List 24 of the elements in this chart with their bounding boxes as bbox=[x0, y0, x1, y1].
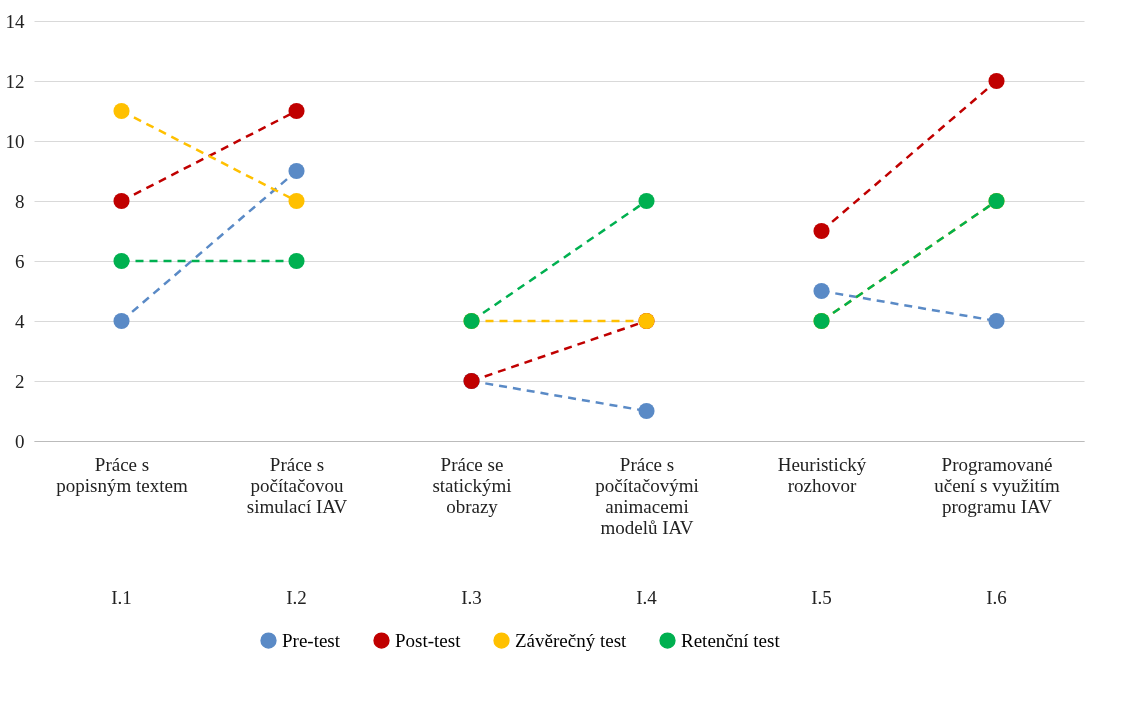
y-tick-label: 4 bbox=[15, 310, 25, 332]
x-tick-label: Práce s počítačovou simulací IAV bbox=[246, 453, 348, 517]
legend-label: Pre-test bbox=[282, 629, 341, 651]
x-tick-label: Programované učení s využitím programu IAV bbox=[934, 453, 1061, 517]
legend-label: Závěrečný test bbox=[515, 629, 628, 651]
text: I.1 bbox=[111, 587, 132, 608]
x-tick-label: Práce s popisným textem bbox=[56, 453, 188, 496]
y-tick-label: 8 bbox=[15, 190, 25, 212]
y-tick-label: 10 bbox=[5, 130, 25, 152]
x-tick-label: Práce s počítačovými animacemi modelů IAV bbox=[595, 453, 699, 538]
x-tick-label: Práce se statickými obrazy bbox=[432, 453, 512, 517]
legend-label: Post-test bbox=[395, 629, 462, 651]
y-tick-label: 14 bbox=[5, 10, 25, 32]
text: I.3 bbox=[461, 587, 482, 608]
legend-label: Retenční test bbox=[681, 629, 781, 651]
text: I.5 bbox=[811, 587, 832, 608]
x-tick-label: Heuristický rozhovor bbox=[777, 453, 867, 496]
y-tick-label: 2 bbox=[15, 370, 25, 392]
text: I.4 bbox=[636, 587, 658, 608]
text: I.6 bbox=[986, 587, 1007, 608]
text: I.2 bbox=[286, 587, 307, 608]
y-tick-label: 0 bbox=[15, 430, 25, 452]
y-tick-label: 12 bbox=[5, 70, 25, 92]
y-tick-label: 6 bbox=[15, 250, 25, 272]
